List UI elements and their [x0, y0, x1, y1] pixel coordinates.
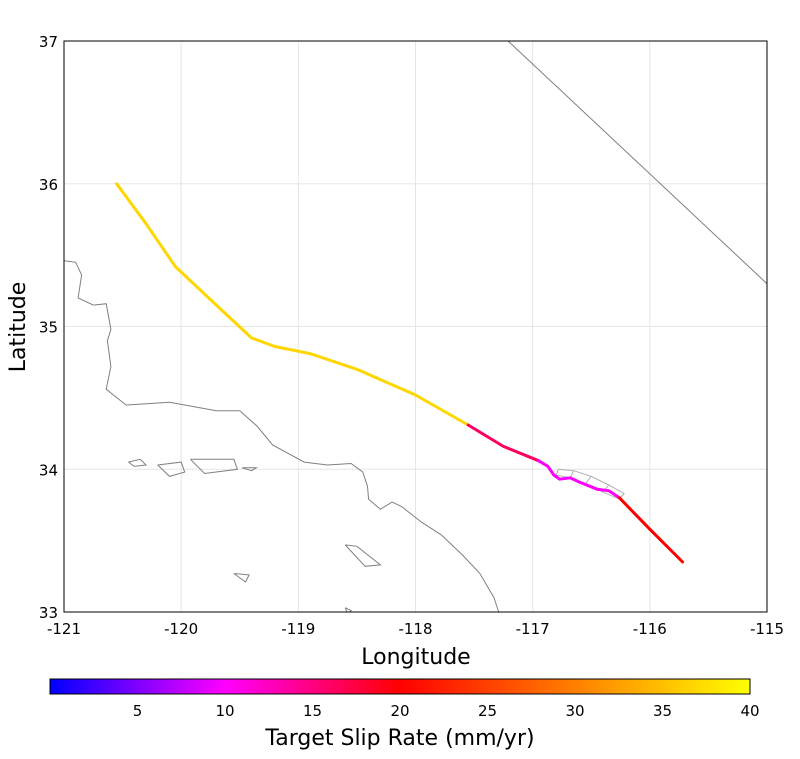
plot-frame [63, 40, 768, 613]
fault-segment [617, 496, 685, 564]
y-tick-label: 34 [39, 461, 58, 479]
island-outline [241, 467, 258, 472]
fault-zone-hatch [555, 469, 559, 476]
fault-segment [466, 423, 540, 463]
fault-segment [537, 459, 621, 500]
y-tick-label: 36 [39, 176, 58, 194]
x-axis-label: Longitude [361, 645, 470, 670]
island-outline [233, 573, 250, 583]
colorbar-tick-label: 15 [303, 702, 322, 720]
fault-zone-hatch [585, 476, 592, 484]
fault-layer [115, 182, 685, 564]
colorbar-tick-label: 35 [653, 702, 672, 720]
coastline [64, 260, 500, 612]
colorbar-label: Target Slip Rate (mm/yr) [264, 726, 534, 751]
island-outline [190, 458, 239, 475]
island-outline [157, 461, 186, 477]
fault-segment [115, 182, 470, 427]
x-tick-label: -117 [516, 620, 550, 638]
colorbar-tick-labels: 5 10 15 20 25 30 35 40 [133, 702, 760, 720]
colorbar-tick-label: 10 [215, 702, 234, 720]
x-tick-label: -120 [164, 620, 198, 638]
x-tick-labels: -121 -120 -119 -118 -117 -116 -115 [47, 620, 784, 638]
x-tick-label: -121 [47, 620, 81, 638]
y-tick-label: 37 [39, 33, 58, 51]
island-outline [344, 544, 382, 567]
y-tick-labels: 33 34 35 36 37 [39, 33, 58, 622]
colorbar-tick-label: 20 [390, 702, 409, 720]
x-tick-label: -116 [633, 620, 667, 638]
map-layer [64, 41, 767, 612]
colorbar-tick-label: 25 [478, 702, 497, 720]
colorbar [49, 678, 751, 695]
island-outline [344, 607, 353, 612]
colorbar-tick-label: 5 [133, 702, 143, 720]
colorbar-tick-label: 40 [740, 702, 759, 720]
island-outline [128, 458, 148, 467]
y-tick-label: 33 [39, 604, 58, 622]
colorbar-tick-label: 30 [565, 702, 584, 720]
x-tick-label: -118 [398, 620, 432, 638]
x-tick-label: -115 [750, 620, 784, 638]
y-tick-label: 35 [39, 319, 58, 337]
y-axis-label: Latitude [6, 282, 31, 373]
x-tick-label: -119 [281, 620, 315, 638]
state-border [507, 41, 767, 285]
